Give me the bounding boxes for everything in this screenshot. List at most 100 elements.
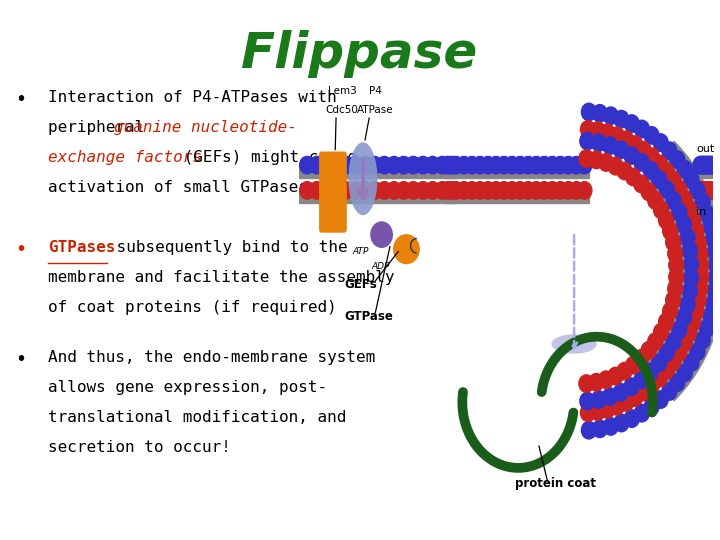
Circle shape (706, 181, 720, 199)
Circle shape (662, 302, 678, 320)
Circle shape (489, 181, 503, 199)
Circle shape (618, 131, 634, 148)
Circle shape (707, 157, 720, 174)
Ellipse shape (370, 221, 393, 248)
Circle shape (608, 367, 623, 385)
Text: in: in (696, 207, 706, 217)
Text: secretion to occur!: secretion to occur! (48, 440, 231, 455)
Circle shape (521, 181, 536, 199)
Circle shape (703, 157, 717, 174)
Text: allows gene expression, post-: allows gene expression, post- (48, 380, 327, 395)
Circle shape (367, 157, 382, 174)
Circle shape (641, 183, 656, 200)
Circle shape (693, 181, 708, 199)
Circle shape (696, 193, 710, 211)
Circle shape (472, 157, 487, 174)
Text: GEFs: GEFs (344, 278, 377, 291)
Circle shape (480, 157, 495, 174)
Circle shape (396, 181, 411, 199)
Bar (299, 167, 456, 178)
Circle shape (666, 353, 681, 370)
Circle shape (678, 364, 692, 382)
Circle shape (644, 377, 660, 394)
Circle shape (593, 420, 607, 437)
Circle shape (714, 157, 720, 174)
Circle shape (358, 157, 372, 174)
Circle shape (652, 354, 667, 372)
Circle shape (608, 157, 623, 175)
Circle shape (415, 181, 431, 199)
Circle shape (634, 175, 649, 193)
Circle shape (690, 343, 705, 360)
Circle shape (653, 391, 668, 408)
Circle shape (706, 157, 720, 174)
Text: And thus, the endo-membrane system: And thus, the endo-membrane system (48, 350, 375, 365)
Circle shape (693, 268, 708, 286)
Circle shape (652, 155, 667, 173)
Text: of coat proteins (if required): of coat proteins (if required) (48, 300, 337, 315)
Circle shape (603, 137, 618, 154)
Circle shape (377, 181, 392, 199)
Circle shape (435, 157, 450, 174)
Circle shape (643, 363, 658, 381)
Circle shape (670, 151, 685, 168)
Circle shape (634, 404, 649, 422)
Circle shape (472, 181, 487, 199)
Text: Lem3: Lem3 (328, 86, 356, 96)
Circle shape (634, 371, 649, 389)
Text: peripheral: peripheral (48, 120, 154, 135)
Circle shape (387, 157, 402, 174)
Circle shape (624, 378, 639, 395)
Circle shape (441, 157, 455, 174)
Circle shape (660, 362, 674, 379)
Circle shape (441, 181, 455, 199)
Circle shape (644, 398, 659, 416)
Circle shape (672, 181, 687, 198)
Circle shape (528, 157, 544, 174)
Circle shape (653, 134, 668, 151)
Circle shape (712, 157, 720, 174)
Text: Interaction of P4-ATPases with: Interaction of P4-ATPases with (48, 90, 337, 105)
Circle shape (456, 181, 472, 199)
Text: GTPase: GTPase (344, 309, 393, 323)
Circle shape (579, 150, 594, 167)
Circle shape (699, 181, 714, 199)
Text: •: • (15, 350, 26, 369)
Circle shape (489, 157, 503, 174)
Text: Cdc50: Cdc50 (326, 105, 359, 115)
Circle shape (600, 401, 615, 418)
Bar (444, 167, 589, 178)
Circle shape (609, 397, 624, 415)
Circle shape (310, 181, 324, 199)
Circle shape (680, 296, 695, 313)
Circle shape (696, 332, 710, 349)
Circle shape (553, 181, 568, 199)
Circle shape (701, 157, 716, 174)
Circle shape (545, 157, 559, 174)
Circle shape (695, 157, 709, 174)
Circle shape (618, 394, 634, 411)
Circle shape (654, 323, 669, 341)
Circle shape (464, 181, 480, 199)
Circle shape (672, 344, 687, 361)
Circle shape (678, 191, 692, 208)
Circle shape (698, 181, 713, 199)
Bar (444, 192, 589, 203)
Circle shape (677, 216, 691, 233)
Circle shape (709, 181, 720, 199)
Circle shape (528, 181, 544, 199)
Circle shape (561, 181, 576, 199)
Circle shape (680, 229, 695, 246)
Circle shape (590, 122, 606, 139)
Circle shape (714, 181, 720, 199)
Circle shape (693, 280, 708, 297)
Circle shape (537, 181, 552, 199)
Text: P4: P4 (369, 86, 382, 96)
Circle shape (348, 181, 363, 199)
Text: •: • (15, 90, 26, 109)
Circle shape (553, 157, 568, 174)
Circle shape (644, 148, 660, 165)
Circle shape (300, 157, 315, 174)
Text: GTPases: GTPases (48, 240, 115, 255)
Circle shape (598, 371, 613, 388)
